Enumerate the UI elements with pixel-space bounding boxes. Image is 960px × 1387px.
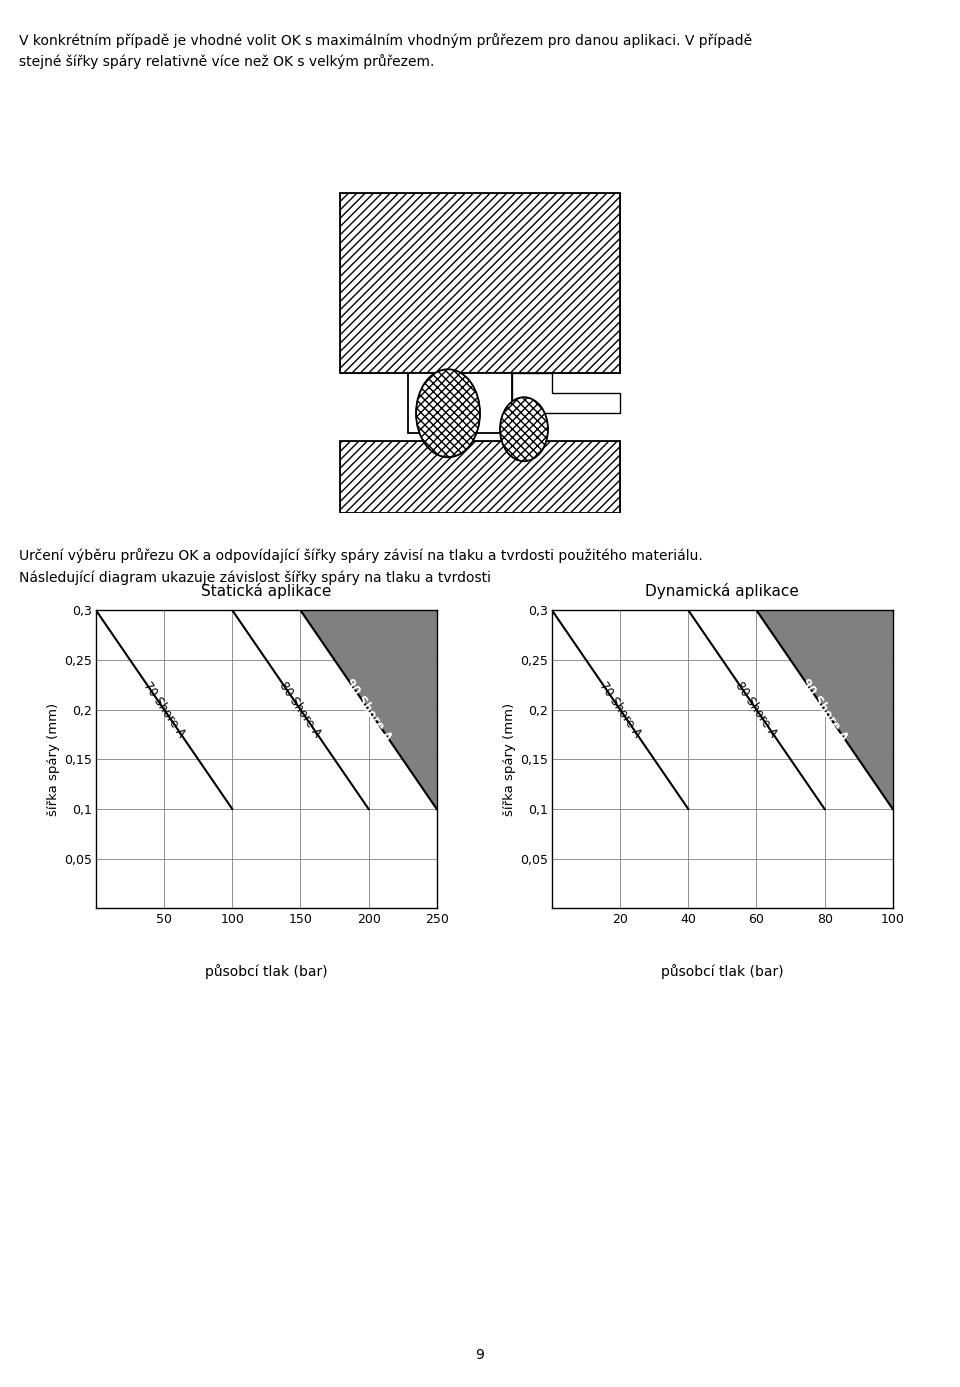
Text: 90 Shore A: 90 Shore A bbox=[799, 675, 851, 743]
Text: působcí tlak (bar): působcí tlak (bar) bbox=[661, 964, 783, 979]
Text: Následující diagram ukazuje závislost šířky spáry na tlaku a tvrdosti: Následující diagram ukazuje závislost ší… bbox=[19, 570, 492, 584]
Polygon shape bbox=[340, 441, 620, 513]
Polygon shape bbox=[300, 610, 437, 809]
Polygon shape bbox=[408, 373, 512, 433]
Polygon shape bbox=[756, 610, 893, 809]
Text: působcí tlak (bar): působcí tlak (bar) bbox=[205, 964, 327, 979]
Text: 70 Shore A: 70 Shore A bbox=[140, 680, 188, 739]
Text: V konkrétním případě je vhodné volit OK s maximálním vhodným průřezem pro danou : V konkrétním případě je vhodné volit OK … bbox=[19, 33, 753, 49]
Text: 80 Shore A: 80 Shore A bbox=[276, 680, 324, 739]
Text: 80 Shore A: 80 Shore A bbox=[732, 680, 780, 739]
Text: 9: 9 bbox=[475, 1348, 485, 1362]
Text: stejné šířky spáry relativně více než OK s velkým průřezem.: stejné šířky spáry relativně více než OK… bbox=[19, 54, 435, 69]
Y-axis label: šířka spáry (mm): šířka spáry (mm) bbox=[503, 703, 516, 816]
Ellipse shape bbox=[500, 397, 548, 462]
Title: Statická aplikace: Statická aplikace bbox=[202, 584, 331, 599]
Title: Dynamická aplikace: Dynamická aplikace bbox=[645, 584, 800, 599]
Text: Určení výběru průřezu OK a odpovídající šířky spáry závisí na tlaku a tvrdosti p: Určení výběru průřezu OK a odpovídající … bbox=[19, 548, 703, 563]
Y-axis label: šířka spáry (mm): šířka spáry (mm) bbox=[47, 703, 60, 816]
Text: 90 Shore A: 90 Shore A bbox=[343, 675, 395, 743]
Ellipse shape bbox=[416, 369, 480, 458]
Text: 70 Shore A: 70 Shore A bbox=[596, 680, 644, 739]
Polygon shape bbox=[512, 373, 620, 413]
Polygon shape bbox=[340, 193, 620, 373]
